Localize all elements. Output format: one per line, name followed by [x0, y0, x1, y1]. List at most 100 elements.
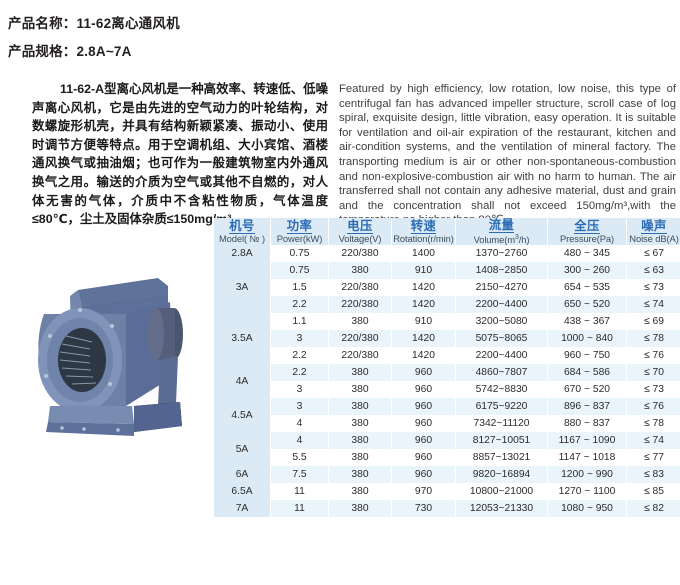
col-header-volume: 流量 Volume(m3/h): [456, 218, 547, 246]
fan-impeller-blades: [59, 335, 97, 385]
cell-noise: ≤ 78: [627, 330, 680, 348]
cell-volume: 1408~2850: [456, 262, 547, 280]
table-header: 机号 Model( № ) 功率 Power(kW) 电压 Voltage(V)…: [214, 218, 680, 246]
fan-base-right: [134, 402, 182, 432]
product-spec-line: 产品规格：2.8A~7A: [8, 44, 132, 59]
cell-voltage: 380: [329, 500, 391, 518]
col-header-rotation-cn: 转速: [410, 219, 437, 235]
cell-pressure: 1080 ~ 950: [548, 500, 626, 518]
cell-volume: 7342~11120: [456, 415, 547, 433]
col-header-noise: 噪声 Noise dB(A): [627, 218, 680, 246]
cell-voltage: 380: [329, 449, 391, 467]
cell-noise: ≤ 67: [627, 245, 680, 263]
cell-power: 0.75: [271, 245, 328, 263]
table-row: 5.5 380 960 8857~13021 1147 ~ 1018 ≤ 77: [214, 449, 680, 467]
cell-power: 3: [271, 398, 328, 416]
cell-noise: ≤ 63: [627, 262, 680, 280]
col-header-power-cn: 功率: [286, 219, 313, 235]
cell-pressure: 896 ~ 837: [548, 398, 626, 416]
cell-noise: ≤ 82: [627, 500, 680, 518]
cell-pressure: 654 ~ 535: [548, 279, 626, 297]
fan-motor-end: [148, 308, 164, 360]
cell-rotation: 910: [392, 313, 455, 331]
cell-noise: ≤ 77: [627, 449, 680, 467]
cell-voltage: 220/380: [329, 296, 391, 314]
table-body: 2.8A 0.75 220/380 1400 1370~2760 480 ~ 345 ≤ 6…: [214, 245, 680, 518]
fan-flange-bolts: [44, 308, 114, 410]
cell-pressure: 670 ~ 520: [548, 381, 626, 399]
specification-table: 机号 Model( № ) 功率 Power(kW) 电压 Voltage(V)…: [213, 218, 680, 518]
cell-pressure: 1000 ~ 840: [548, 330, 626, 348]
cell-power: 11: [271, 500, 328, 518]
col-header-pressure: 全压 Pressure(Pa): [548, 218, 626, 246]
fan-base-edge: [46, 422, 134, 436]
cell-power: 3: [271, 381, 328, 399]
cell-volume: 10800~21000: [456, 483, 547, 501]
cell-pressure: 1147 ~ 1018: [548, 449, 626, 467]
cell-volume: 2150~4270: [456, 279, 547, 297]
col-header-rotation-en: Rotation(r/min): [393, 233, 454, 245]
table-row: 2.8A 0.75 220/380 1400 1370~2760 480 ~ 345 ≤ 6…: [214, 245, 680, 263]
table-row: 3.5A 1.1 380 910 3200~5080 438 ~ 367 ≤ 69: [214, 313, 680, 365]
cell-pressure: 684 ~ 586: [548, 364, 626, 382]
cell-pressure: 880 ~ 837: [548, 415, 626, 433]
cell-rotation: 960: [392, 381, 455, 399]
col-header-pressure-cn: 全压: [574, 219, 600, 235]
cell-power: 2.2: [271, 364, 328, 382]
cell-pressure: 960 ~ 750: [548, 347, 626, 365]
cell-rotation: 1400: [392, 245, 455, 263]
cell-model: 4A: [214, 364, 270, 399]
cell-volume: 2200~4400: [456, 347, 547, 365]
cell-power: 1.5: [271, 279, 328, 297]
cell-volume: 3200~5080: [456, 313, 547, 331]
cell-volume: 5075~8065: [456, 330, 547, 348]
cell-model: 6.5A: [214, 483, 270, 501]
cell-voltage: 220/380: [329, 245, 391, 263]
cell-noise: ≤ 74: [627, 432, 680, 450]
table-row: 2.2 220/380 1420 2200~4400 960 ~ 750 ≤ 76: [214, 347, 680, 365]
cell-voltage: 380: [329, 313, 391, 331]
cell-pressure: 1200 ~ 990: [548, 466, 626, 484]
cell-rotation: 960: [392, 364, 455, 382]
cell-rotation: 1420: [392, 330, 455, 348]
description-chinese: 11-62-A型离心风机是一种高效率、转速低、低噪声离心风机，它是由先进的空气动…: [32, 82, 328, 227]
col-header-model: 机号 Model( № ): [214, 218, 270, 246]
cell-power: 2.2: [271, 296, 328, 314]
col-header-voltage: 电压 Voltage(V): [329, 218, 391, 246]
cell-model: 3.5A: [214, 313, 270, 365]
cell-rotation: 960: [392, 466, 455, 484]
cell-rotation: 960: [392, 449, 455, 467]
col-header-voltage-cn: 电压: [347, 219, 373, 235]
cell-noise: ≤ 76: [627, 398, 680, 416]
table-row: 4 380 960 7342~11120 880 ~ 837 ≤ 78: [214, 415, 680, 433]
cell-noise: ≤ 76: [627, 347, 680, 365]
cell-noise: ≤ 69: [627, 313, 680, 331]
cell-rotation: 910: [392, 262, 455, 280]
cell-voltage: 220/380: [329, 347, 391, 365]
table-row: 7A 11 380 730 12053~21330 1080 ~ 950 ≤ 82: [214, 500, 680, 518]
table-row: 6.5A 11 380 970 10800~21000 1270 ~ 1100 ≤ 85: [214, 483, 680, 501]
specification-table-wrapper: 机号 Model( № ) 功率 Power(kW) 电压 Voltage(V)…: [213, 218, 680, 518]
table-row: 4A 2.2 380 960 4860~7807 684 ~ 586 ≤ 70: [214, 364, 680, 399]
cell-pressure: 1167 ~ 1090: [548, 432, 626, 450]
table-row: 2.2 220/380 1420 2200~4400 650 ~ 520 ≤ 74: [214, 296, 680, 314]
cell-model: 2.8A: [214, 245, 270, 263]
cell-rotation: 1420: [392, 347, 455, 365]
cell-noise: ≤ 73: [627, 279, 680, 297]
cell-rotation: 960: [392, 415, 455, 433]
cell-power: 5.5: [271, 449, 328, 467]
col-header-voltage-en: Voltage(V): [338, 233, 382, 245]
cell-power: 2.2: [271, 347, 328, 365]
table-row: 3A 0.75 380 910 1408~2850 300 ~ 260 ≤ 63: [214, 262, 680, 314]
cell-pressure: 1270 ~ 1100: [548, 483, 626, 501]
table-row: 3 220/380 1420 5075~8065 1000 ~ 840 ≤ 78: [214, 330, 680, 348]
cell-model: 3A: [214, 262, 270, 314]
col-header-noise-cn: 噪声: [641, 219, 667, 235]
cell-volume: 9820~16894: [456, 466, 547, 484]
col-header-model-en: Model( № ): [218, 233, 266, 245]
cell-voltage: 380: [329, 432, 391, 450]
cell-power: 3: [271, 330, 328, 348]
cell-volume: 8127~10051: [456, 432, 547, 450]
cell-noise: ≤ 73: [627, 381, 680, 399]
centrifugal-fan-illustration: [38, 278, 183, 436]
